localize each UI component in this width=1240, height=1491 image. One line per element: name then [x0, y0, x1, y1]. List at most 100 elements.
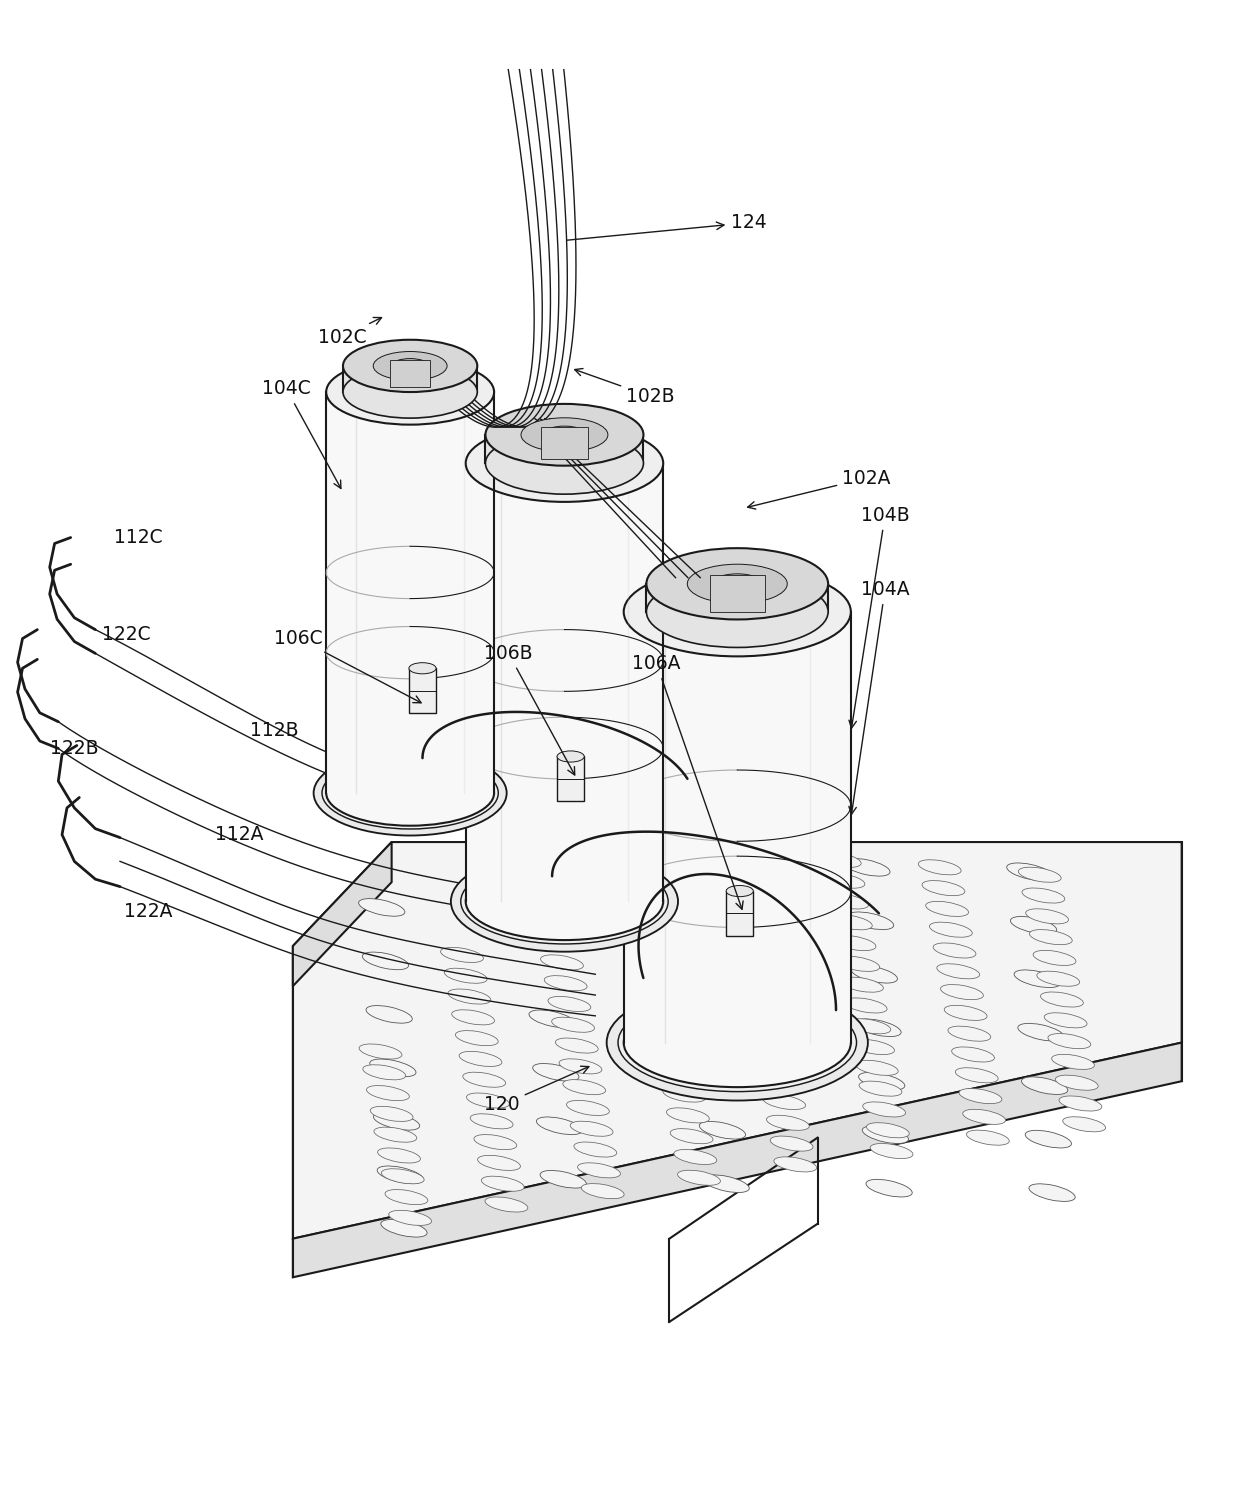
- Ellipse shape: [826, 895, 868, 910]
- Ellipse shape: [618, 993, 857, 1091]
- Text: 104C: 104C: [262, 380, 341, 489]
- Ellipse shape: [326, 359, 494, 425]
- Ellipse shape: [1014, 971, 1060, 987]
- Ellipse shape: [737, 948, 780, 965]
- Ellipse shape: [544, 975, 587, 990]
- Ellipse shape: [867, 1123, 909, 1138]
- Text: 102B: 102B: [574, 368, 675, 406]
- Ellipse shape: [485, 404, 644, 465]
- Text: 122B: 122B: [50, 740, 98, 757]
- Ellipse shape: [641, 962, 683, 977]
- Text: 104B: 104B: [849, 505, 909, 728]
- Ellipse shape: [770, 1136, 813, 1151]
- Ellipse shape: [466, 1093, 510, 1108]
- Ellipse shape: [343, 340, 477, 392]
- Ellipse shape: [841, 977, 883, 992]
- Ellipse shape: [930, 921, 972, 938]
- Polygon shape: [391, 359, 430, 386]
- Ellipse shape: [656, 1045, 698, 1060]
- Ellipse shape: [451, 851, 678, 951]
- Ellipse shape: [1044, 1012, 1087, 1027]
- Ellipse shape: [1037, 971, 1080, 986]
- Polygon shape: [466, 464, 663, 902]
- Polygon shape: [646, 584, 828, 611]
- Ellipse shape: [934, 942, 976, 959]
- Ellipse shape: [822, 874, 864, 889]
- Ellipse shape: [552, 1017, 594, 1032]
- Ellipse shape: [374, 1127, 417, 1142]
- Ellipse shape: [712, 574, 763, 593]
- Text: 122A: 122A: [124, 902, 172, 921]
- Ellipse shape: [1063, 1117, 1106, 1132]
- Ellipse shape: [859, 1081, 901, 1096]
- Ellipse shape: [947, 1026, 991, 1041]
- Ellipse shape: [409, 662, 436, 674]
- Ellipse shape: [382, 1169, 424, 1184]
- Ellipse shape: [485, 432, 644, 494]
- Ellipse shape: [371, 1106, 413, 1121]
- Ellipse shape: [533, 1063, 579, 1081]
- Text: 112A: 112A: [215, 825, 264, 844]
- Ellipse shape: [373, 352, 448, 380]
- Ellipse shape: [763, 1094, 806, 1109]
- Ellipse shape: [322, 757, 498, 829]
- Ellipse shape: [670, 1129, 713, 1144]
- Ellipse shape: [774, 1157, 817, 1172]
- Ellipse shape: [521, 417, 608, 452]
- Ellipse shape: [470, 1114, 513, 1129]
- Ellipse shape: [1040, 992, 1084, 1006]
- Ellipse shape: [624, 997, 851, 1087]
- Ellipse shape: [448, 989, 491, 1003]
- Ellipse shape: [852, 1039, 894, 1054]
- Ellipse shape: [740, 969, 784, 984]
- Ellipse shape: [692, 1014, 738, 1032]
- Ellipse shape: [673, 1150, 717, 1164]
- Text: 122C: 122C: [102, 625, 150, 644]
- Ellipse shape: [381, 1220, 427, 1238]
- Ellipse shape: [663, 1087, 706, 1102]
- Ellipse shape: [559, 1059, 601, 1074]
- Ellipse shape: [1052, 1054, 1095, 1069]
- Polygon shape: [293, 842, 392, 986]
- Ellipse shape: [388, 1211, 432, 1226]
- Ellipse shape: [870, 1144, 913, 1159]
- Ellipse shape: [378, 1148, 420, 1163]
- Ellipse shape: [1011, 917, 1056, 933]
- Ellipse shape: [567, 1100, 609, 1115]
- Ellipse shape: [481, 1176, 525, 1191]
- Polygon shape: [624, 611, 851, 1042]
- Ellipse shape: [699, 1121, 745, 1139]
- Ellipse shape: [440, 947, 484, 963]
- Ellipse shape: [863, 1102, 905, 1117]
- Ellipse shape: [570, 1121, 613, 1136]
- Ellipse shape: [444, 968, 487, 983]
- Ellipse shape: [1022, 1077, 1068, 1094]
- Ellipse shape: [1029, 1184, 1075, 1202]
- Polygon shape: [293, 842, 1182, 1239]
- Ellipse shape: [485, 1197, 528, 1212]
- Ellipse shape: [477, 1156, 521, 1170]
- Ellipse shape: [851, 966, 898, 983]
- Ellipse shape: [962, 1109, 1006, 1124]
- Ellipse shape: [649, 1003, 691, 1018]
- Ellipse shape: [837, 956, 879, 972]
- Polygon shape: [409, 668, 436, 713]
- Text: 104A: 104A: [849, 580, 909, 814]
- Ellipse shape: [1033, 950, 1076, 966]
- Ellipse shape: [624, 567, 851, 656]
- Ellipse shape: [455, 1030, 498, 1045]
- Ellipse shape: [696, 1068, 742, 1085]
- Ellipse shape: [386, 1190, 428, 1205]
- Ellipse shape: [766, 1115, 810, 1130]
- Ellipse shape: [959, 1088, 1002, 1103]
- Ellipse shape: [529, 1009, 575, 1027]
- Ellipse shape: [645, 983, 687, 997]
- Ellipse shape: [358, 899, 405, 915]
- Ellipse shape: [541, 1170, 587, 1188]
- Text: 106C: 106C: [274, 629, 422, 702]
- Ellipse shape: [1018, 1023, 1064, 1041]
- Ellipse shape: [751, 1032, 795, 1047]
- Ellipse shape: [940, 984, 983, 999]
- Ellipse shape: [833, 935, 875, 951]
- Ellipse shape: [944, 1005, 987, 1020]
